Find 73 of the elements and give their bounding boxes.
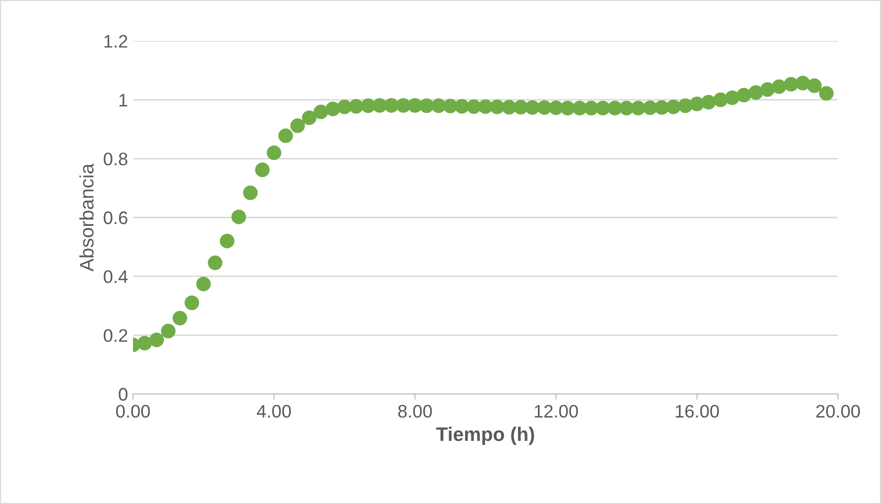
point xyxy=(419,98,434,113)
point xyxy=(466,99,482,114)
point xyxy=(490,100,504,114)
point xyxy=(360,98,376,113)
point xyxy=(572,100,587,116)
y-tick-label: 0.4 xyxy=(104,270,128,284)
y-tick-label: 0.6 xyxy=(104,211,128,224)
point xyxy=(525,100,540,115)
point xyxy=(302,110,317,126)
point xyxy=(243,186,258,200)
point xyxy=(642,100,658,116)
y-tick-label: 1 xyxy=(119,94,128,106)
point xyxy=(160,324,176,338)
point xyxy=(619,100,634,116)
point xyxy=(314,104,328,120)
point xyxy=(290,118,305,134)
point xyxy=(596,100,610,116)
point xyxy=(372,98,388,113)
x-tick-label: 20.00 xyxy=(816,404,860,418)
x-axis-title: Tiempo (h) xyxy=(436,426,534,445)
point xyxy=(137,336,152,350)
point xyxy=(736,88,752,102)
point xyxy=(408,98,422,113)
point xyxy=(724,90,740,106)
y-tick-label: 0.8 xyxy=(104,152,128,166)
point xyxy=(337,100,352,114)
point xyxy=(326,102,340,116)
point xyxy=(454,99,470,114)
point xyxy=(431,98,446,113)
y-tick-label: 1.2 xyxy=(104,34,128,48)
point xyxy=(396,98,411,113)
point xyxy=(196,276,211,292)
point xyxy=(513,100,528,114)
x-tick-label: 12.00 xyxy=(534,404,578,418)
x-tick-label: 4.00 xyxy=(256,404,291,418)
point xyxy=(760,82,775,97)
point xyxy=(630,100,646,116)
x-tick-label: 16.00 xyxy=(676,404,719,418)
y-tick-label: 0.2 xyxy=(104,329,128,342)
point xyxy=(678,98,693,113)
point xyxy=(220,234,234,248)
point xyxy=(384,98,399,113)
point xyxy=(584,100,599,116)
point xyxy=(807,78,822,93)
point xyxy=(537,100,552,115)
point xyxy=(255,162,270,178)
point xyxy=(502,100,516,114)
point xyxy=(701,94,716,110)
point xyxy=(231,210,246,224)
point xyxy=(278,128,293,144)
point xyxy=(772,79,786,94)
point xyxy=(819,86,834,101)
y-axis-title: Absorbancia xyxy=(79,163,94,272)
point xyxy=(713,92,728,108)
point xyxy=(348,99,364,114)
point xyxy=(184,296,200,310)
point xyxy=(795,76,810,90)
y-tick-label: 0 xyxy=(118,388,128,401)
point xyxy=(560,100,575,116)
point xyxy=(172,310,188,326)
point xyxy=(608,100,622,116)
x-tick-label: 0.00 xyxy=(116,404,150,418)
point xyxy=(666,100,681,114)
point xyxy=(690,96,704,112)
point xyxy=(478,99,493,114)
point xyxy=(548,100,564,116)
point xyxy=(266,146,282,160)
point xyxy=(784,76,798,92)
point xyxy=(748,85,764,100)
point xyxy=(208,256,222,270)
point xyxy=(654,100,670,115)
point xyxy=(149,332,164,348)
x-tick-label: 8.00 xyxy=(398,404,432,418)
